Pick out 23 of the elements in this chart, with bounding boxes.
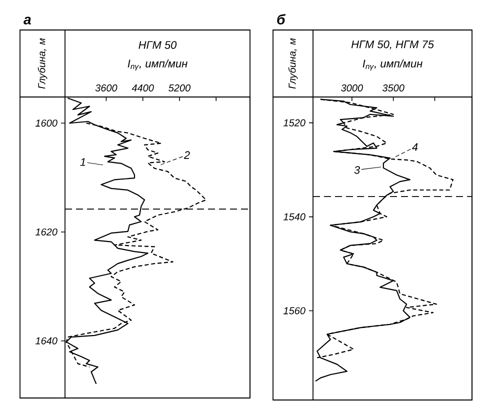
y-axis-title: Глубина, м	[38, 38, 48, 89]
y-tick-label: 1560	[283, 307, 306, 314]
y-axis-title: Глубина, м	[288, 38, 298, 89]
series-label: 1	[80, 158, 86, 166]
series-label: 3	[354, 166, 360, 174]
y-tick-label: 1620	[35, 228, 58, 236]
chart-subtitle: НГМ 50, НГМ 75	[351, 40, 434, 50]
x-axis-title: I$_{nγ}$, имп/мин	[362, 59, 422, 71]
legend-label: 4	[412, 143, 418, 151]
x-axis-title: I$_{nγ}$, имп/мин	[128, 59, 188, 71]
chart-title: б	[277, 14, 286, 24]
y-tick-label: 1600	[35, 120, 58, 127]
x-tick-label: 3500	[382, 84, 404, 92]
x-tick-label: 4400	[132, 84, 154, 92]
x-tick-label: 3000	[341, 84, 363, 92]
y-tick-label: 1640	[35, 337, 58, 344]
chart-title: а	[24, 16, 31, 24]
x-tick-label: 3600	[95, 84, 118, 92]
x-tick-label: 5200	[168, 84, 191, 92]
legend-label: 2	[184, 151, 190, 159]
y-tick-label: 1520	[283, 119, 306, 126]
y-tick-label: 1540	[283, 213, 306, 220]
chart-subtitle: НГМ 50	[138, 41, 177, 49]
